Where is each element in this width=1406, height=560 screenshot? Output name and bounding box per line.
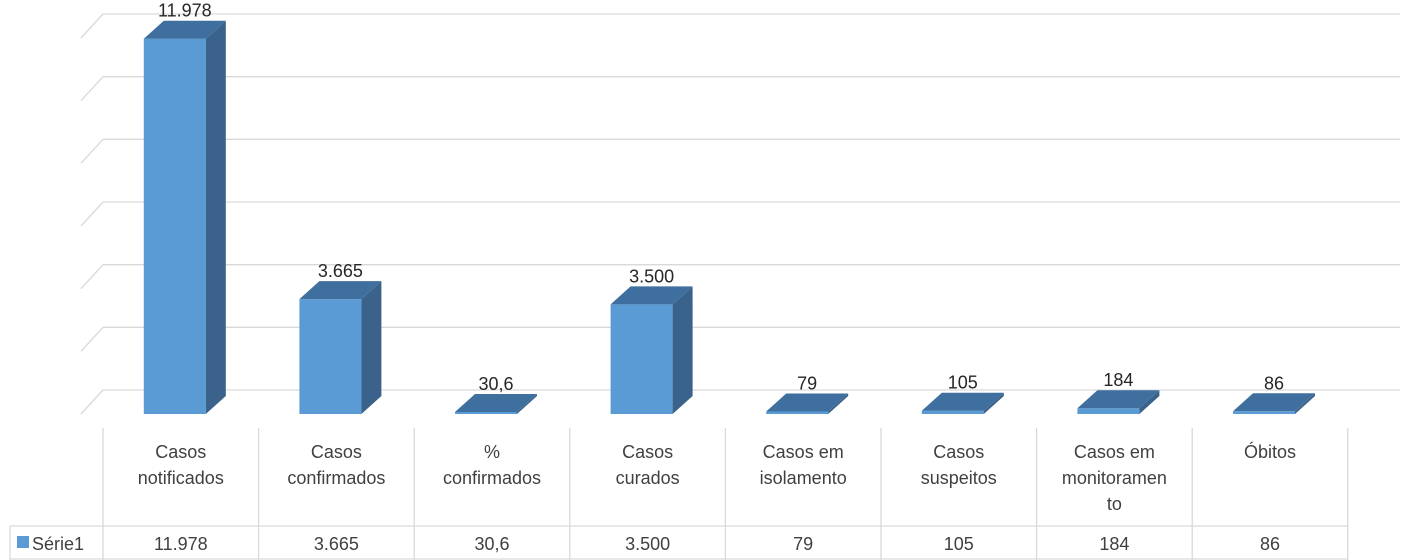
category-label-line: Casos (622, 442, 673, 462)
bar-front (1077, 408, 1140, 414)
category-label: Casos suspeitos (921, 442, 997, 488)
category-label-line: isolamento (760, 468, 847, 488)
category-label-line: monitoramen (1062, 468, 1167, 488)
bar (1233, 393, 1315, 414)
bar (143, 20, 226, 415)
data-label: 11.978 (158, 1, 212, 21)
table-value: 3.500 (625, 534, 670, 554)
table-value: 30,6 (474, 534, 509, 554)
bar-side (361, 281, 382, 414)
bar-side (983, 392, 1004, 414)
bar-side (517, 394, 537, 414)
gridline-wall (80, 13, 104, 39)
gridline-wall (80, 264, 104, 290)
bar (455, 394, 537, 414)
gridlines (80, 13, 1400, 415)
category-label-line: confirmados (287, 468, 385, 488)
bar-side (672, 286, 693, 414)
bar-top (921, 392, 1004, 411)
bar-front (1233, 411, 1295, 414)
data-label: 3.665 (318, 261, 363, 281)
gridline-wall (80, 389, 104, 415)
data-label: 184 (1103, 370, 1133, 390)
category-label-line: Casos (933, 442, 984, 462)
data-labels: 11.978 3.665 30,6 3.500 79 105 184 86 (158, 1, 1284, 394)
bar-front (299, 299, 362, 414)
data-label: 79 (797, 374, 817, 394)
bar-front (921, 410, 984, 414)
bar (610, 286, 693, 414)
data-label: 3.500 (629, 266, 674, 286)
legend-series-name: Série1 (32, 534, 84, 554)
bar (921, 392, 1004, 414)
gridline-wall (80, 201, 104, 227)
bar-top (299, 281, 382, 300)
category-label: Casos confirmados (287, 442, 385, 488)
bar-top (1077, 390, 1160, 409)
bar-side (1295, 393, 1315, 414)
bar (766, 393, 849, 414)
data-table: Casos notificados 11.978 Casos confirmados 3.… (9, 428, 1349, 560)
bar-front (455, 412, 517, 414)
bar-front (766, 411, 829, 414)
bar-top (143, 20, 226, 39)
table-value: 105 (944, 534, 974, 554)
gridline-wall (80, 326, 104, 352)
category-label-line: % (484, 442, 500, 462)
category-label: Casos em monitoramen to (1062, 442, 1167, 514)
table-value: 184 (1099, 534, 1129, 554)
bar-front (143, 38, 206, 415)
category-label: % confirmados (443, 442, 541, 488)
category-label-line: Casos (311, 442, 362, 462)
category-label-line: confirmados (443, 468, 541, 488)
table-value: 3.665 (314, 534, 359, 554)
category-label-line: Casos em (763, 442, 844, 462)
table-value: 79 (793, 534, 813, 554)
category-label: Casos curados (616, 442, 680, 488)
bar-top (1233, 393, 1315, 412)
bar-top (610, 286, 693, 305)
bars (143, 20, 1315, 415)
bar-top (455, 394, 537, 412)
category-label: Óbitos (1244, 441, 1296, 462)
bar-side (205, 20, 226, 415)
legend-key (17, 536, 29, 548)
category-label-line: Casos em (1074, 442, 1155, 462)
data-label: 30,6 (478, 374, 513, 394)
bar-side (828, 393, 849, 414)
bar-top (766, 393, 849, 412)
category-label-line: notificados (138, 468, 224, 488)
data-label: 105 (948, 373, 978, 393)
table-value: 86 (1260, 534, 1280, 554)
bar (1077, 390, 1160, 414)
gridline-wall (80, 138, 104, 164)
category-label: Casos notificados (138, 442, 224, 488)
category-label-line: curados (616, 468, 680, 488)
category-label-line: Óbitos (1244, 441, 1296, 462)
bar-side (1139, 390, 1160, 414)
category-label-line: Casos (155, 442, 206, 462)
table-value: 11.978 (154, 534, 208, 554)
category-label: Casos em isolamento (760, 442, 847, 488)
category-label-line: to (1107, 494, 1122, 514)
bar (299, 281, 382, 414)
data-label: 86 (1264, 373, 1284, 393)
gridline-wall (80, 76, 104, 102)
bar-front (610, 304, 673, 414)
category-label-line: suspeitos (921, 468, 997, 488)
